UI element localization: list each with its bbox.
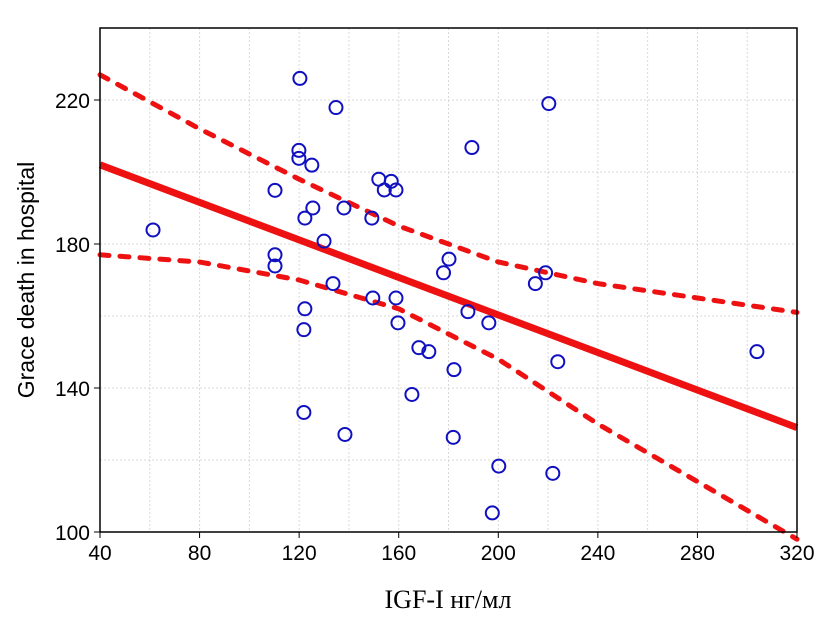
x-tick-label: 240	[580, 542, 615, 565]
data-point	[390, 315, 406, 331]
x-tick-label: 40	[88, 542, 111, 565]
data-point	[325, 276, 341, 292]
data-point	[296, 322, 312, 338]
data-point	[527, 276, 543, 292]
data-point	[445, 429, 461, 445]
data-point	[376, 182, 392, 198]
data-point	[365, 290, 381, 306]
data-point	[291, 150, 307, 166]
data-point	[388, 290, 404, 306]
data-point	[296, 404, 312, 420]
y-axis-label: Grace death in hospital	[13, 162, 39, 399]
x-tick-label: 200	[481, 542, 516, 565]
data-point	[316, 233, 332, 249]
data-point	[491, 458, 507, 474]
confidence-lower-line	[97, 252, 800, 542]
x-tick-label: 80	[188, 542, 211, 565]
x-axis-label: IGF-I нг/мл	[385, 585, 512, 614]
confidence-upper-line	[97, 72, 800, 315]
data-point	[297, 301, 313, 317]
data-point	[305, 200, 321, 216]
data-point	[297, 210, 313, 226]
data-point	[328, 100, 344, 116]
y-tick-label: 180	[55, 234, 90, 257]
data-point	[388, 182, 404, 198]
x-tick-label: 160	[381, 542, 416, 565]
y-tick-label: 100	[55, 522, 90, 545]
x-tick-label: 120	[282, 542, 317, 565]
data-point	[541, 96, 557, 112]
data-point	[550, 354, 566, 370]
data-point	[267, 258, 283, 274]
data-point	[337, 426, 353, 442]
data-point	[292, 70, 308, 86]
data-point	[481, 315, 497, 331]
data-point	[545, 465, 561, 481]
data-point	[267, 247, 283, 263]
data-point	[421, 344, 437, 360]
data-point	[446, 362, 462, 378]
regression-line	[98, 161, 799, 431]
plot-frame	[99, 27, 798, 533]
x-tick-label: 280	[680, 542, 715, 565]
x-tick-label: 320	[779, 542, 814, 565]
data-point	[145, 222, 161, 238]
data-point	[336, 200, 352, 216]
data-point	[364, 210, 380, 226]
y-tick-label: 220	[55, 90, 90, 113]
data-point	[460, 304, 476, 320]
data-point	[291, 142, 307, 158]
data-point	[538, 265, 554, 281]
data-point	[411, 340, 427, 356]
data-point	[484, 505, 500, 521]
data-point	[436, 265, 452, 281]
data-point	[441, 251, 457, 267]
data-point	[464, 140, 480, 156]
data-point	[749, 344, 765, 360]
data-point	[404, 386, 420, 402]
data-point	[304, 157, 320, 173]
data-point	[267, 182, 283, 198]
y-tick-label: 140	[55, 378, 90, 401]
